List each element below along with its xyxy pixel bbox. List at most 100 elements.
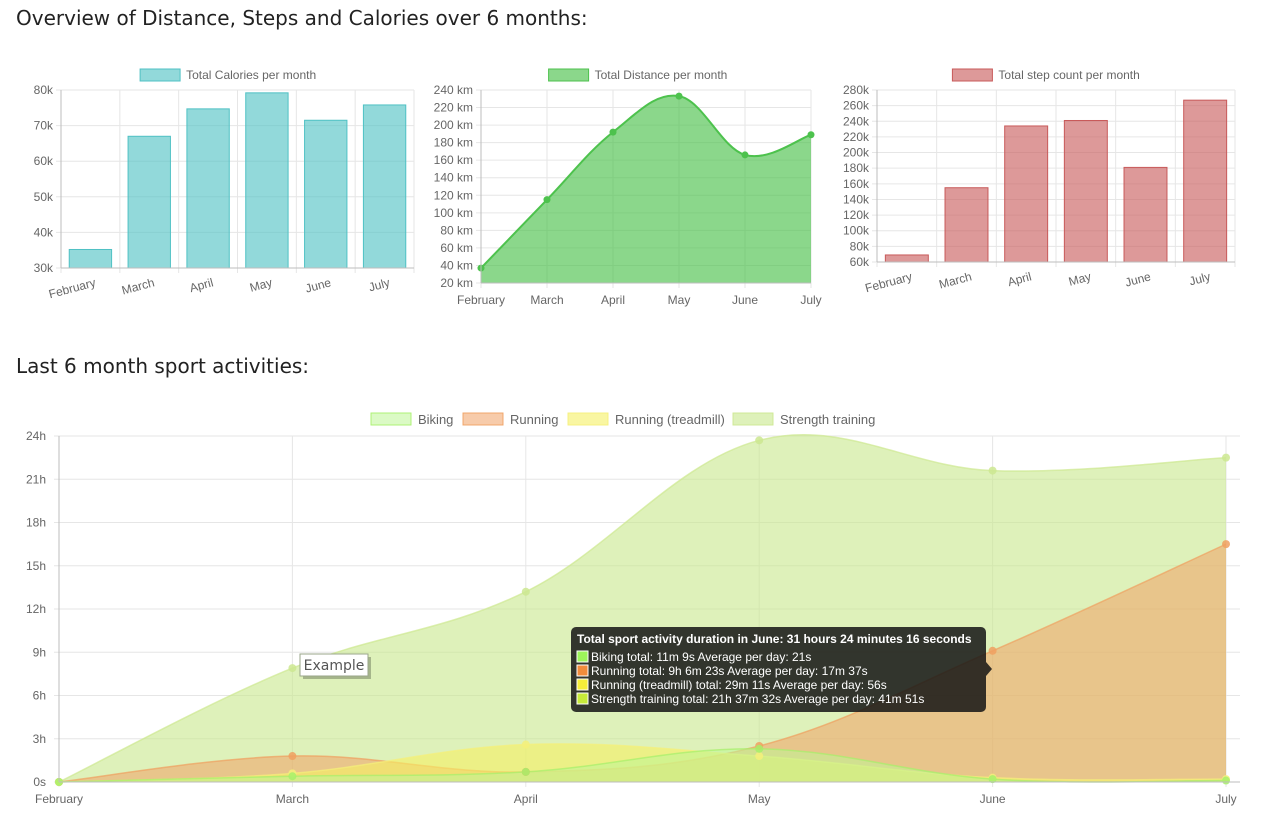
sport-point-strength-training-may[interactable] [755, 436, 764, 445]
calories-bar-march[interactable] [127, 135, 171, 269]
sport-point-biking-may[interactable] [755, 744, 764, 753]
sport-legend-swatch-biking[interactable] [370, 412, 412, 426]
distance-point-march[interactable] [543, 196, 551, 204]
steps-bar-april[interactable] [1004, 125, 1049, 263]
sport-heading: Last 6 month sport activities: [16, 354, 310, 378]
overview-heading: Overview of Distance, Steps and Calories… [16, 6, 588, 30]
calories-xtick-label: May [248, 275, 274, 294]
sport-ytick-label: 15h [26, 559, 46, 573]
steps-ytick-label: 100k [843, 224, 870, 238]
steps-ytick-label: 140k [843, 192, 870, 206]
sport-line-biking [58, 748, 1227, 783]
steps-ytick-label: 220k [843, 130, 870, 144]
calories-legend-swatch-0[interactable] [139, 68, 181, 82]
sport-legend-swatch-running-treadmill-[interactable] [567, 412, 609, 426]
calories-legend-label-0[interactable]: Total Calories per month [186, 68, 316, 82]
sport-point-strength-training-july[interactable] [1222, 453, 1230, 462]
steps-xtick-label: February [864, 269, 914, 295]
steps-bar-july[interactable] [1183, 99, 1228, 263]
steps-bar-may[interactable] [1063, 119, 1108, 263]
sport-legend-label-biking[interactable]: Biking [418, 412, 453, 427]
sport-point-running-treadmill--may[interactable] [755, 752, 764, 761]
sport-point-strength-training-june[interactable] [988, 466, 997, 475]
distance-point-april[interactable] [609, 128, 617, 136]
sport-legend-label-running[interactable]: Running [510, 412, 558, 427]
steps-xtick-label: May [1067, 269, 1093, 288]
calories-chart: Total Calories per month 30k 40k 50k 60k 70k 8… [34, 68, 415, 301]
sport-ytick-label: 12h [26, 602, 46, 616]
calories-bar-july[interactable] [362, 104, 407, 269]
steps-ytick-label: 280k [843, 83, 870, 97]
sport-point-running-june[interactable] [988, 646, 997, 655]
sport-ytick-label: 21h [26, 472, 46, 486]
calories-bar-april[interactable] [186, 108, 230, 269]
calories-bar-june[interactable] [304, 119, 348, 269]
sport-point-running-july[interactable] [1222, 540, 1230, 549]
sport-ytick-label: 18h [26, 516, 46, 530]
sport-point-biking-june[interactable] [988, 775, 997, 784]
distance-point-june[interactable] [741, 151, 749, 159]
sport-tooltip-line: Strength training total: 21h 37m 32s Ave… [591, 692, 924, 706]
steps-legend-swatch-0[interactable] [951, 68, 993, 82]
distance-point-may[interactable] [675, 92, 683, 100]
sport-legend-swatch-running[interactable] [462, 412, 504, 426]
sport-point-biking-april[interactable] [521, 767, 530, 776]
calories-ytick-label: 60k [34, 154, 54, 168]
steps-ytick-label: 60k [850, 255, 870, 269]
sport-legend-label-strength-training[interactable]: Strength training [780, 412, 875, 427]
sport-point-strength-training-march[interactable] [288, 664, 297, 673]
sport-xtick-label: May [748, 792, 771, 806]
calories-xtick-label: June [304, 275, 333, 295]
sport-point-running-treadmill--april[interactable] [521, 740, 530, 749]
distance-area-fill [481, 95, 811, 284]
sport-point-biking-july[interactable] [1222, 776, 1230, 785]
sport-area-running [59, 544, 1226, 782]
distance-point-july[interactable] [807, 131, 815, 139]
sport-tooltip-line: Running total: 9h 6m 23s Average per day… [591, 664, 868, 678]
example-annotation: Example [299, 653, 371, 679]
calories-ytick-label: 70k [34, 119, 54, 133]
distance-ytick-label: 20 km [440, 276, 473, 290]
sport-point-running-march[interactable] [288, 752, 297, 761]
sport-ytick-label: 9h [33, 645, 46, 659]
steps-ytick-label: 260k [843, 99, 870, 113]
sport-ytick-label: 3h [33, 732, 46, 746]
sport-tooltip-caret [986, 662, 992, 676]
sport-ytick-label: 0s [33, 775, 46, 789]
sport-tooltip-line: Biking total: 11m 9s Average per day: 21… [591, 650, 811, 664]
sport-xtick-label: June [980, 792, 1006, 806]
calories-xtick-label: July [367, 275, 391, 294]
distance-legend-label-0[interactable]: Total Distance per month [595, 68, 728, 82]
steps-bar-february[interactable] [884, 254, 929, 263]
steps-legend-label-0[interactable]: Total step count per month [998, 68, 1139, 82]
sport-legend-swatch-strength-training[interactable] [732, 412, 774, 426]
sport-point-biking-march[interactable] [288, 772, 297, 781]
steps-bar-june[interactable] [1123, 166, 1168, 263]
sport-xtick-label: February [35, 792, 83, 806]
calories-ytick-label: 80k [34, 83, 54, 97]
sport-tooltip-swatch [576, 678, 589, 691]
sport-tooltip-swatch [576, 692, 589, 705]
distance-ytick-label: 80 km [440, 223, 473, 237]
steps-bar-march[interactable] [944, 187, 989, 263]
steps-xtick-label: April [1006, 269, 1033, 289]
sport-legend-label-running-treadmill-[interactable]: Running (treadmill) [615, 412, 725, 427]
distance-ytick-label: 40 km [440, 258, 473, 272]
steps-ytick-label: 240k [843, 114, 870, 128]
sport-chart: Biking Running Running (treadmill) Strength… [26, 412, 1240, 806]
calories-ytick-label: 30k [34, 261, 54, 275]
calories-xtick-label: April [188, 275, 215, 295]
steps-xtick-label: July [1188, 269, 1212, 288]
sport-xtick-label: April [514, 792, 538, 806]
distance-xtick-label: May [668, 293, 691, 307]
calories-bar-may[interactable] [245, 92, 289, 269]
distance-xtick-label: July [800, 293, 821, 307]
distance-legend-swatch-0[interactable] [548, 68, 590, 82]
calories-bar-february[interactable] [68, 248, 113, 269]
distance-xtick-label: June [732, 293, 758, 307]
sport-point-strength-training-april[interactable] [521, 587, 530, 596]
sport-line-strength-training [58, 434, 1227, 783]
steps-ytick-label: 200k [843, 146, 870, 160]
sport-ytick-label: 6h [33, 689, 46, 703]
